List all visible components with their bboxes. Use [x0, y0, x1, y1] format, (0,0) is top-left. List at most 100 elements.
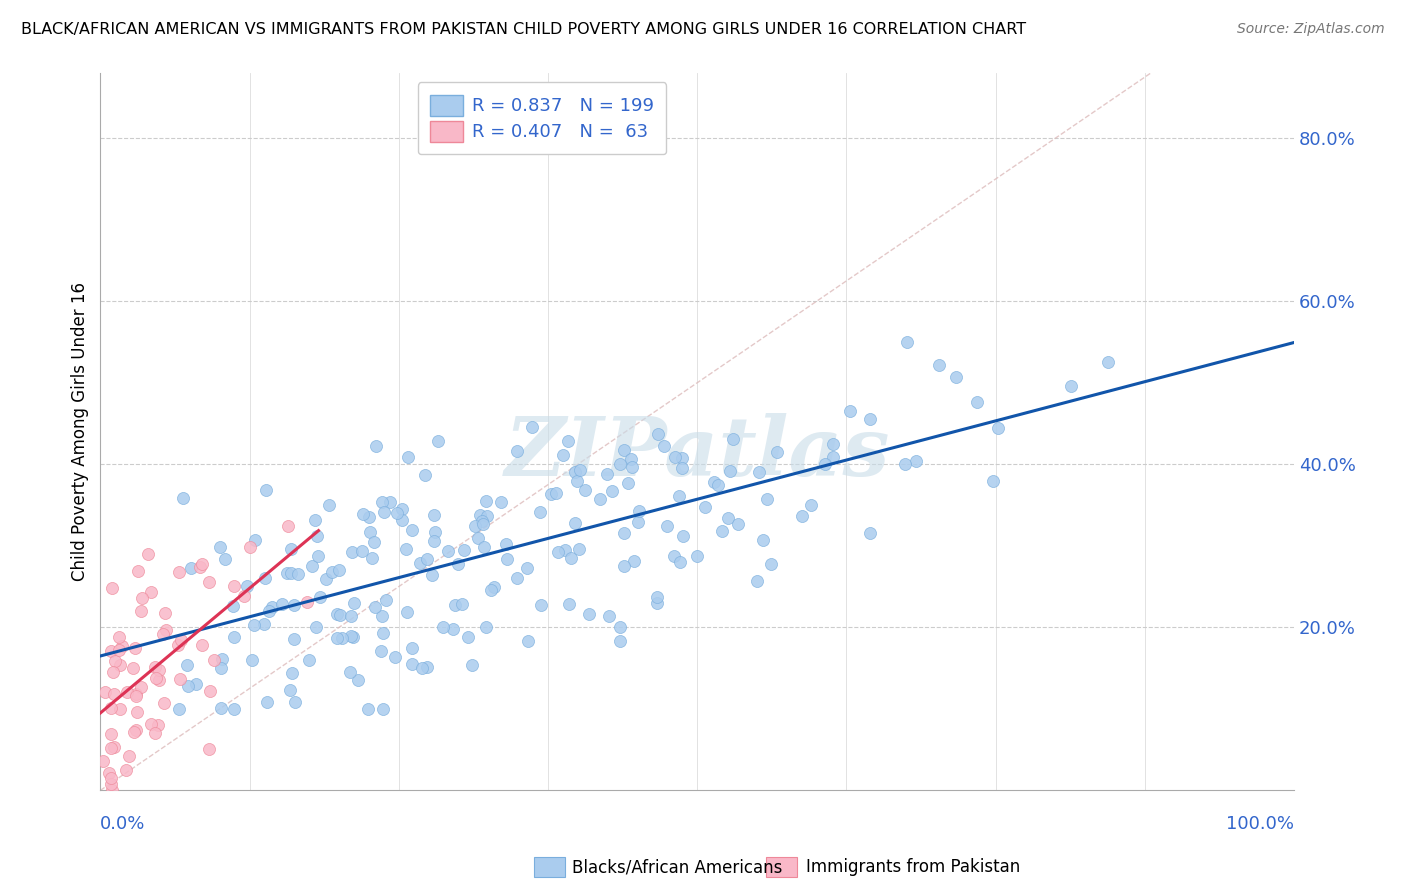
Point	[357, 702, 380, 716]
Point	[254, 483, 277, 497]
Point	[752, 533, 775, 547]
Point	[423, 508, 446, 522]
Point	[721, 432, 744, 446]
Point	[617, 476, 640, 491]
Point	[340, 545, 363, 559]
Point	[100, 771, 122, 785]
Point	[792, 509, 814, 524]
Point	[152, 696, 174, 710]
Point	[529, 505, 551, 519]
Point	[564, 516, 586, 531]
Point	[371, 495, 394, 509]
Text: ZIPatlas: ZIPatlas	[505, 413, 890, 493]
Point	[318, 498, 340, 512]
Point	[100, 727, 122, 741]
Point	[423, 534, 446, 549]
Point	[612, 558, 634, 573]
Point	[339, 665, 361, 679]
Point	[516, 561, 538, 575]
Point	[283, 632, 305, 646]
Point	[122, 725, 145, 739]
Point	[253, 571, 276, 585]
Point	[342, 630, 364, 644]
Point	[987, 421, 1010, 435]
Point	[546, 485, 568, 500]
Point	[211, 652, 233, 666]
Point	[326, 607, 349, 622]
Point	[184, 677, 207, 691]
Point	[214, 551, 236, 566]
Point	[623, 554, 645, 568]
Point	[100, 777, 122, 791]
Point	[529, 598, 551, 612]
Point	[569, 463, 592, 477]
Point	[823, 450, 845, 465]
Point	[240, 653, 263, 667]
Point	[94, 684, 117, 698]
Point	[127, 564, 149, 578]
Point	[166, 638, 188, 652]
Point	[100, 644, 122, 658]
Point	[437, 544, 460, 558]
Point	[461, 658, 484, 673]
Point	[475, 620, 498, 634]
Point	[401, 640, 423, 655]
Point	[748, 465, 770, 479]
Legend: R = 0.837   N = 199, R = 0.407   N =  63: R = 0.837 N = 199, R = 0.407 N = 63	[418, 82, 666, 154]
Point	[432, 620, 454, 634]
Point	[280, 566, 302, 581]
Point	[859, 525, 882, 540]
Point	[506, 571, 529, 585]
Point	[236, 579, 259, 593]
Point	[100, 741, 122, 756]
Point	[129, 603, 152, 617]
Point	[257, 604, 280, 618]
Point	[280, 682, 302, 697]
Point	[647, 427, 669, 442]
Point	[148, 663, 170, 677]
Point	[373, 504, 395, 518]
Point	[305, 529, 328, 543]
Point	[1097, 354, 1119, 368]
Point	[669, 555, 692, 569]
Point	[621, 460, 644, 475]
Point	[110, 657, 132, 672]
Point	[662, 549, 685, 564]
Point	[411, 661, 433, 675]
Text: 0.0%: 0.0%	[100, 815, 146, 833]
Point	[686, 549, 709, 564]
Text: Blacks/African Americans: Blacks/African Americans	[572, 858, 783, 876]
Point	[415, 467, 437, 482]
Point	[308, 590, 330, 604]
Point	[385, 506, 408, 520]
Point	[600, 483, 623, 498]
Point	[270, 598, 292, 612]
Point	[765, 445, 787, 459]
Point	[297, 653, 319, 667]
Point	[814, 457, 837, 471]
Point	[277, 519, 299, 533]
Point	[360, 550, 382, 565]
Text: Source: ZipAtlas.com: Source: ZipAtlas.com	[1237, 22, 1385, 37]
Y-axis label: Child Poverty Among Girls Under 16: Child Poverty Among Girls Under 16	[72, 282, 89, 582]
Point	[558, 597, 581, 611]
Point	[574, 483, 596, 497]
Point	[464, 519, 486, 533]
Point	[148, 673, 170, 688]
Point	[457, 630, 479, 644]
Point	[280, 542, 302, 557]
Point	[125, 689, 148, 703]
Point	[100, 701, 122, 715]
Point	[391, 502, 413, 516]
Point	[141, 717, 163, 731]
Point	[401, 657, 423, 671]
Point	[475, 494, 498, 508]
Point	[364, 439, 387, 453]
Point	[416, 552, 439, 566]
Point	[295, 595, 318, 609]
Point	[578, 607, 600, 621]
Point	[560, 551, 582, 566]
Point	[613, 526, 636, 541]
Point	[136, 547, 159, 561]
Point	[609, 633, 631, 648]
